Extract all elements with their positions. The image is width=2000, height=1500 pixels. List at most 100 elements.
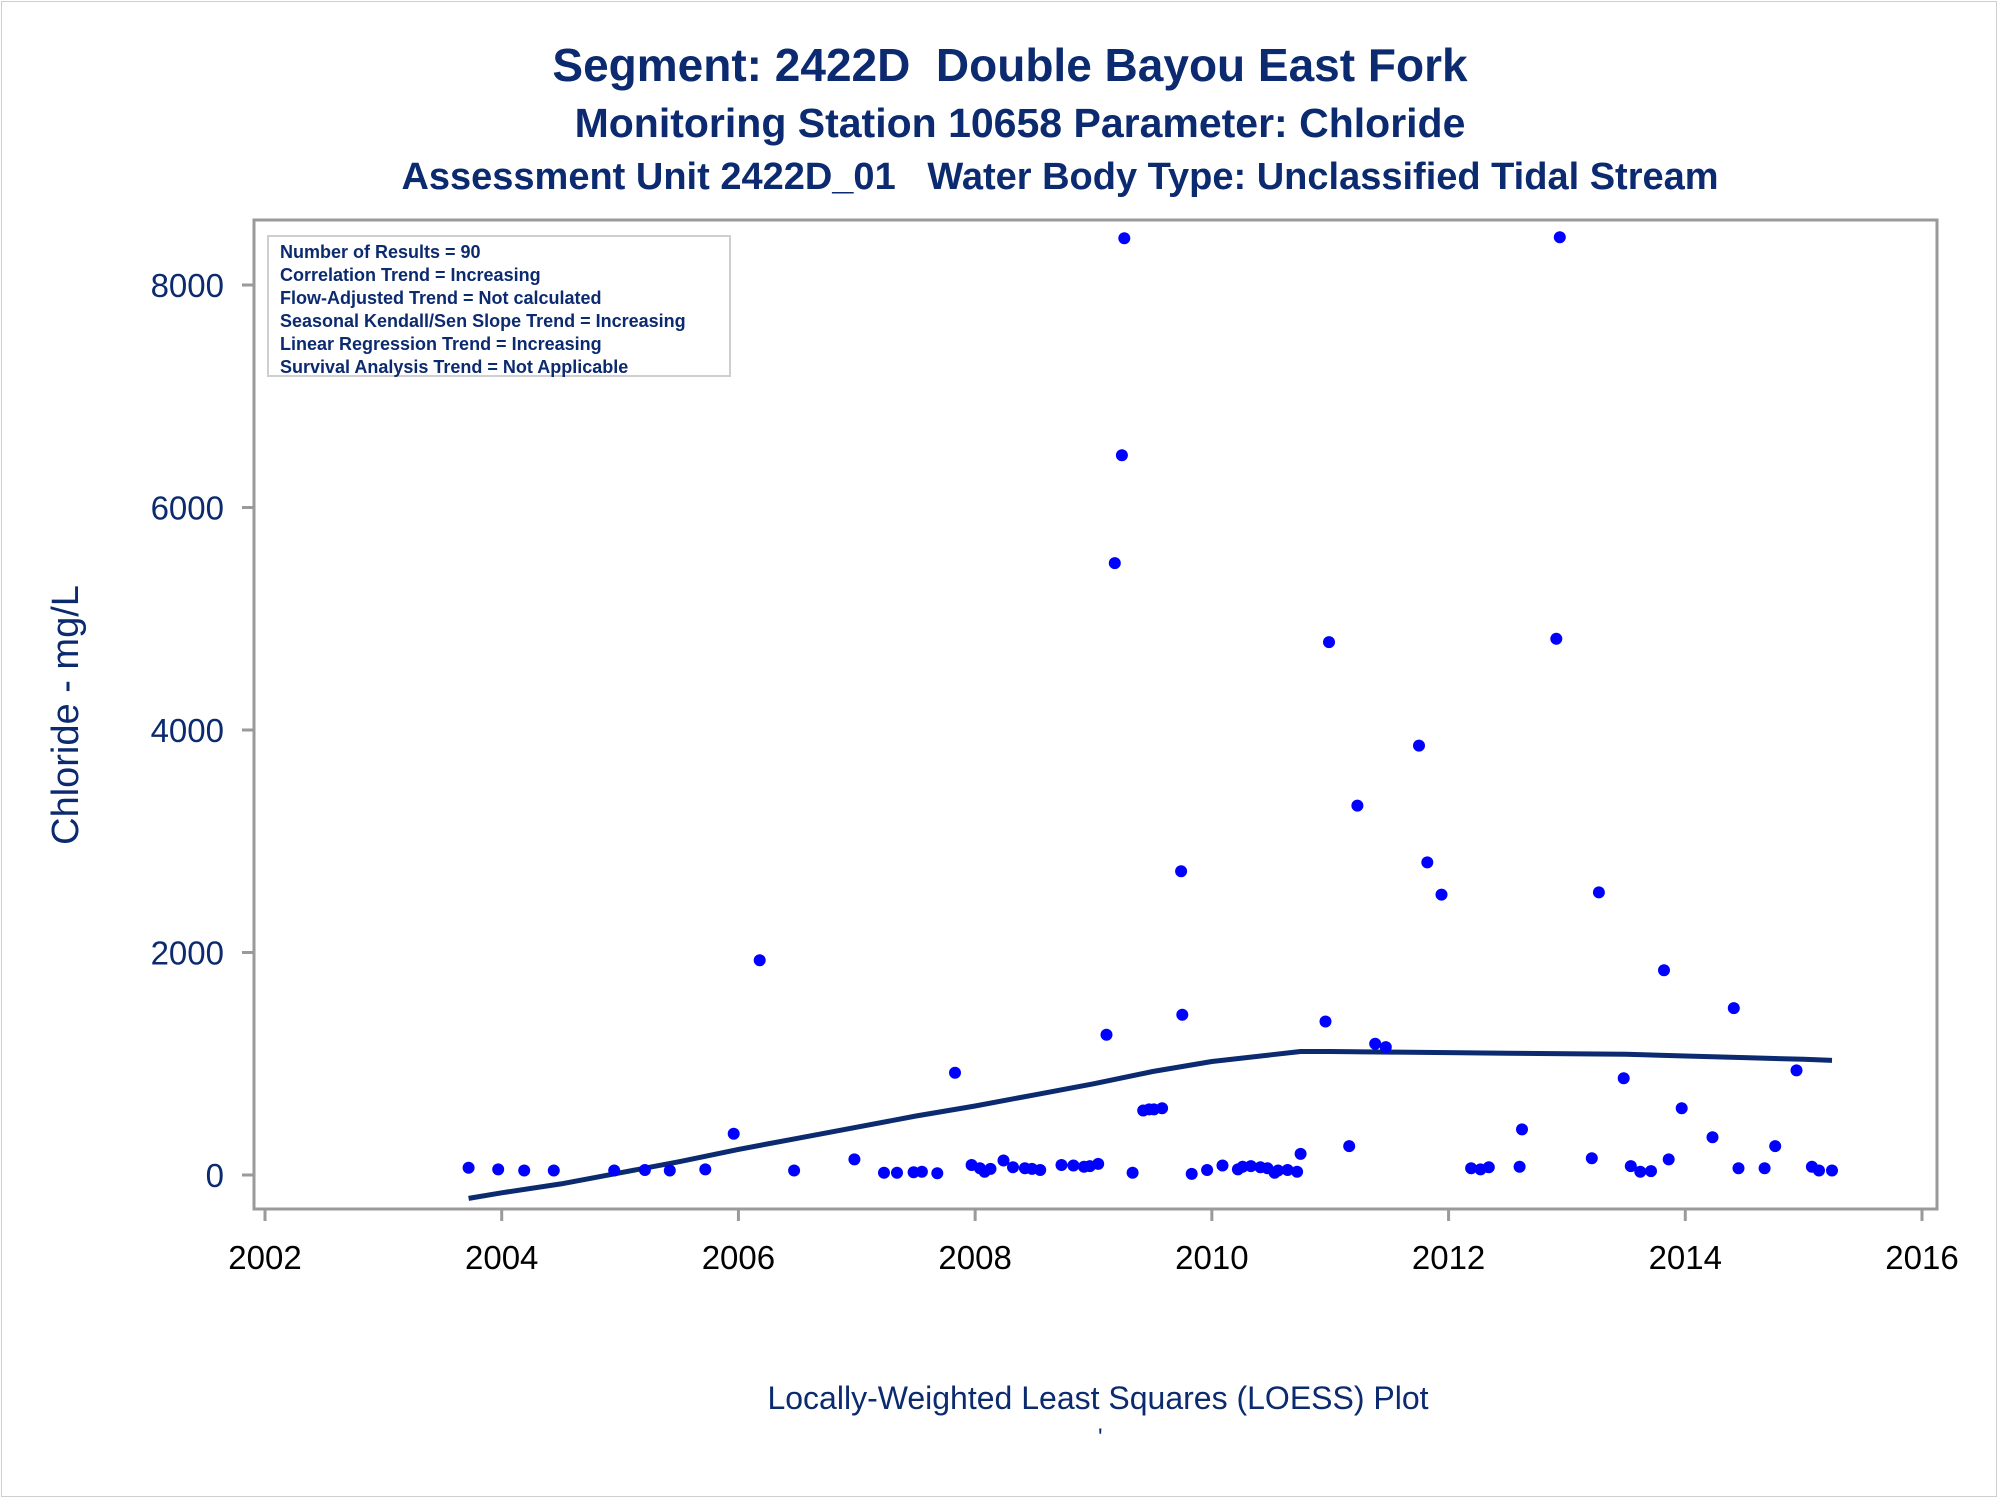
y-axis: 0 2000 4000 6000 8000: [151, 267, 254, 1194]
data-point: [1319, 1015, 1332, 1028]
plot-area-frame: [252, 218, 1939, 1211]
data-point: [949, 1066, 961, 1079]
data-point: [699, 1163, 712, 1176]
data-point: [1294, 1147, 1307, 1160]
data-point: [1617, 1072, 1630, 1085]
data-point: [788, 1164, 801, 1177]
data-point: [1244, 1160, 1257, 1173]
data-point: [1645, 1165, 1657, 1178]
trend-summary-line: Correlation Trend = Increasing: [280, 265, 541, 285]
data-point: [997, 1154, 1010, 1167]
data-point: [492, 1163, 505, 1176]
y-tick-label: 0: [206, 1157, 224, 1194]
data-point: [1216, 1159, 1229, 1172]
data-point: [1790, 1064, 1803, 1077]
x-tick-label: 2004: [465, 1239, 538, 1276]
data-point: [1662, 1153, 1675, 1166]
data-point: [608, 1164, 621, 1177]
y-tick-label: 6000: [151, 490, 224, 527]
x-axis: 2002 2004 2006 2008 2010 2012 2014 2016: [228, 1209, 1959, 1276]
data-point: [848, 1153, 861, 1166]
y-tick-label: 2000: [151, 935, 224, 972]
x-tick-label: 2002: [228, 1239, 301, 1276]
data-point: [1553, 231, 1566, 244]
data-point: [1550, 632, 1563, 645]
x-tick-label: 2014: [1649, 1239, 1722, 1276]
data-point: [931, 1167, 944, 1180]
data-point: [1281, 1164, 1294, 1176]
chart-title: Segment: 2422D Double Bayou East Fork: [552, 39, 1468, 91]
data-point: [1624, 1160, 1637, 1173]
data-point: [1118, 232, 1131, 245]
data-point: [1034, 1164, 1047, 1176]
data-point: [663, 1164, 676, 1177]
data-point: [1769, 1140, 1782, 1153]
x-tick-label: 2010: [1175, 1239, 1248, 1276]
data-point: [1482, 1161, 1495, 1174]
trend-summary-box: Number of Results = 90 Correlation Trend …: [267, 235, 731, 377]
data-point: [1369, 1037, 1382, 1050]
data-point: [891, 1166, 903, 1179]
data-point: [1272, 1164, 1285, 1177]
data-point: [1758, 1162, 1771, 1175]
trend-summary-line: Flow-Adjusted Trend = Not calculated: [280, 288, 602, 308]
data-point: [1675, 1102, 1688, 1115]
data-point: [1516, 1123, 1528, 1136]
data-point: [878, 1166, 890, 1179]
data-point: [1175, 865, 1188, 878]
data-point: [1126, 1166, 1139, 1179]
data-point: [1826, 1164, 1838, 1177]
trend-summary-line: Seasonal Kendall/Sen Slope Trend = Incre…: [280, 311, 686, 331]
data-point: [1413, 739, 1425, 752]
data-point: [1465, 1162, 1478, 1175]
data-point: [1291, 1165, 1304, 1178]
data-point: [1323, 636, 1335, 649]
data-point: [1185, 1167, 1198, 1180]
data-point: [1201, 1164, 1214, 1176]
x-tick-label: 2008: [938, 1239, 1011, 1276]
scatter-series: [462, 231, 1838, 1180]
loess-line: [468, 1049, 1833, 1201]
data-point: [1067, 1159, 1080, 1172]
trend-summary-line: Linear Regression Trend = Increasing: [280, 334, 602, 354]
data-point: [1435, 888, 1448, 901]
data-point: [1108, 557, 1121, 570]
data-point: [1100, 1028, 1113, 1041]
y-tick-label: 4000: [151, 712, 224, 749]
data-point: [1706, 1131, 1719, 1144]
data-point: [1658, 964, 1670, 977]
data-point: [1343, 1140, 1356, 1153]
data-point: [1727, 1002, 1740, 1015]
footnote: Locally-Weighted Least Squares (LOESS) P…: [767, 1380, 1429, 1416]
data-point: [1115, 449, 1128, 462]
data-point: [1156, 1102, 1169, 1115]
data-point: [1813, 1164, 1825, 1177]
data-point: [1421, 856, 1434, 869]
data-point: [1055, 1159, 1068, 1171]
data-point: [1592, 886, 1605, 899]
chart-subtitle-assessment: Assessment Unit 2422D_01 Water Body Type…: [401, 156, 1719, 198]
data-point: [1513, 1160, 1526, 1173]
footnote-mark: ': [1098, 1424, 1103, 1451]
data-point: [753, 954, 766, 967]
chart-subtitle-station: Monitoring Station 10658 Parameter: Chlo…: [574, 100, 1466, 146]
data-point: [638, 1164, 651, 1176]
y-axis-label: Chloride - mg/L: [45, 585, 87, 845]
data-point: [1379, 1041, 1392, 1054]
x-tick-label: 2016: [1885, 1239, 1958, 1276]
x-tick-label: 2012: [1412, 1239, 1485, 1276]
loess-series: [468, 1049, 1833, 1201]
data-point: [1585, 1152, 1598, 1165]
data-point: [984, 1162, 997, 1175]
data-point: [547, 1164, 560, 1177]
data-point: [1092, 1157, 1105, 1170]
y-tick-label: 8000: [151, 267, 224, 304]
data-point: [1176, 1008, 1189, 1021]
data-point: [518, 1164, 531, 1177]
data-point: [1007, 1161, 1019, 1174]
trend-summary-line: Number of Results = 90: [280, 242, 481, 262]
trend-summary-frame: [267, 235, 731, 377]
data-point: [462, 1161, 475, 1174]
